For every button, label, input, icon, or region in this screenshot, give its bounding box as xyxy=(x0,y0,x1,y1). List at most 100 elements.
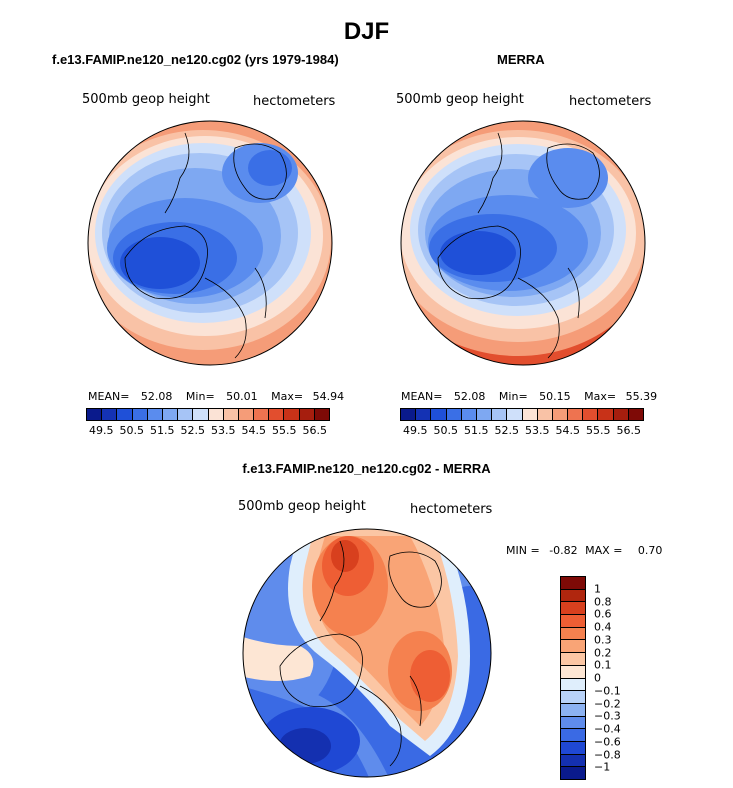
panel-2-colorbar-ticks: 49.5 50.5 51.5 52.5 53.5 54.5 55.5 56.5 xyxy=(400,424,644,438)
panel-2-colorbar-swatch xyxy=(613,409,629,420)
panel-2-colorbar-swatch xyxy=(507,409,523,420)
panel-1-colorbar-swatch xyxy=(117,409,133,420)
panel-2-colorbar-swatch xyxy=(476,409,493,420)
panel-3-colorbar-swatch xyxy=(561,627,585,641)
panel-3-colorbar xyxy=(560,576,586,780)
panel-3-max-label: MAX = xyxy=(585,544,623,557)
panel-1-colorbar-tick-label: 55.5 xyxy=(272,424,297,437)
panel-2-colorbar-swatch xyxy=(628,409,643,420)
panel-2-colorbar-swatch xyxy=(431,409,447,420)
panel-2-colorbar-swatch xyxy=(492,409,508,420)
panel-3-colorbar-swatch xyxy=(561,653,585,666)
panel-2-variable: 500mb geop height xyxy=(396,92,524,107)
panel-1-colorbar-tick-label: 50.5 xyxy=(119,424,145,437)
panel-1-colorbar xyxy=(86,408,330,421)
panel-2-title: MERRA xyxy=(497,52,545,67)
panel-1-colorbar-swatch xyxy=(147,409,163,420)
panel-2-colorbar-swatch xyxy=(401,409,417,420)
panel-3-max-value: 0.70 xyxy=(637,544,663,557)
panel-2-colorbar-swatch xyxy=(552,409,569,420)
panel-3-colorbar-swatch xyxy=(561,640,585,654)
panel-3-colorbar-swatch xyxy=(561,615,585,628)
panel-3-colorbar-tick-label: −1 xyxy=(594,760,611,774)
panel-1-polar-map xyxy=(87,120,333,366)
panel-1-units: hectometers xyxy=(253,94,336,109)
panel-2-colorbar-tick-label: 53.5 xyxy=(525,424,550,437)
panel-1-colorbar-tick-label: 51.5 xyxy=(150,424,175,437)
panel-3-colorbar-swatch xyxy=(561,577,585,590)
panel-1-colorbar-swatch xyxy=(102,409,118,420)
panel-2-colorbar xyxy=(400,408,644,421)
panel-3-colorbar-swatch xyxy=(561,678,585,692)
panel-3-colorbar-swatch xyxy=(561,703,585,717)
panel-3-colorbar-swatch xyxy=(561,602,585,616)
panel-2-colorbar-swatch xyxy=(537,409,553,420)
panel-2-colorbar-swatch xyxy=(446,409,462,420)
panel-3-min-label: MIN = xyxy=(506,544,540,557)
panel-3-colorbar-swatch xyxy=(561,767,585,779)
panel-1-colorbar-swatch xyxy=(284,409,300,420)
panel-1-colorbar-tick-label: 52.5 xyxy=(180,424,206,437)
panel-2-colorbar-swatch xyxy=(598,409,614,420)
panel-3-colorbar-swatch xyxy=(561,741,585,755)
panel-3-colorbar-tick-label: 0.4 xyxy=(594,620,612,634)
panel-3-colorbar-swatch xyxy=(561,665,585,679)
panel-3-colorbar-tick-label: 0.1 xyxy=(594,658,612,672)
panel-2-min-value: 50.15 xyxy=(539,390,571,403)
panel-3-colorbar-swatch xyxy=(561,691,585,704)
panel-3-colorbar-ticks: 1 0.8 0.6 0.4 0.3 0.2 0.1 0 −0.1 −0.2 −0.3 −0.4 −0.6… xyxy=(594,576,634,780)
panel-2-colorbar-tick-label: 49.5 xyxy=(403,424,428,437)
panel-2-max-label: Max= xyxy=(584,390,617,403)
panel-1-colorbar-swatch xyxy=(87,409,103,420)
panel-1-min-value: 50.01 xyxy=(226,390,258,403)
panel-3-colorbar-tick-label: −0.4 xyxy=(594,722,621,736)
panel-3-colorbar-tick-label: 0.2 xyxy=(594,646,612,659)
panel-2-min-label: Min= xyxy=(498,390,528,403)
panel-1-max-value: 54.94 xyxy=(312,390,345,403)
panel-3-colorbar-tick-label: 0.3 xyxy=(594,633,612,647)
panel-3-colorbar-tick-label: −0.8 xyxy=(594,748,621,761)
panel-3-colorbar-tick-label: −0.3 xyxy=(594,709,621,723)
panel-3-colorbar-swatch xyxy=(561,589,585,603)
panel-3-min-value: -0.82 xyxy=(549,544,578,557)
panel-1-colorbar-swatch xyxy=(314,409,329,420)
panel-3-colorbar-swatch xyxy=(561,754,585,768)
panel-1-title: f.e13.FAMIP.ne120_ne120.cg02 (yrs 1979-1… xyxy=(52,52,339,67)
panel-2-colorbar-tick-label: 52.5 xyxy=(494,424,520,437)
panel-3-colorbar-tick-label: −0.1 xyxy=(594,684,621,698)
panel-3-colorbar-tick-label: 0.8 xyxy=(594,595,612,608)
panel-1-colorbar-ticks: 49.5 50.5 51.5 52.5 53.5 54.5 55.5 56.5 xyxy=(86,424,330,438)
panel-1-max-label: Max= xyxy=(271,390,304,403)
panel-1-colorbar-swatch xyxy=(223,409,239,420)
panel-2-colorbar-tick-label: 54.5 xyxy=(555,424,581,437)
panel-1-colorbar-swatch xyxy=(254,409,270,420)
panel-2-colorbar-swatch xyxy=(522,409,538,420)
figure-title: DJF xyxy=(343,18,390,45)
panel-1-mean-value: 52.08 xyxy=(140,390,173,403)
panel-3-units: hectometers xyxy=(410,502,493,517)
panel-3-colorbar-tick-label: −0.6 xyxy=(594,735,621,749)
panel-2-colorbar-swatch xyxy=(583,409,599,420)
panel-2-mean-value: 52.08 xyxy=(453,390,486,403)
panel-1-colorbar-swatch xyxy=(299,409,315,420)
panel-3-colorbar-tick-label: −0.2 xyxy=(594,697,621,710)
panel-1-colorbar-swatch xyxy=(178,409,194,420)
panel-2-colorbar-tick-label: 51.5 xyxy=(464,424,489,437)
panel-2-stats: MEAN= 52.08 Min= 50.15 Max= 55.39 xyxy=(401,390,657,403)
panel-2-units: hectometers xyxy=(569,94,652,109)
panel-3-colorbar-tick-label: 0.6 xyxy=(594,607,612,621)
panel-1-colorbar-swatch xyxy=(193,409,209,420)
panel-1-colorbar-tick-label: 54.5 xyxy=(241,424,267,437)
panel-1-colorbar-tick-label: 53.5 xyxy=(211,424,236,437)
panel-3-stats: MIN = -0.82 MAX = 0.70 xyxy=(506,544,662,557)
panel-2-colorbar-swatch xyxy=(461,409,477,420)
panel-2-colorbar-tick-label: 50.5 xyxy=(433,424,459,437)
panel-2-mean-label: MEAN= xyxy=(401,390,443,403)
panel-2-max-value: 55.39 xyxy=(625,390,658,403)
panel-2-colorbar-swatch xyxy=(416,409,432,420)
panel-3-colorbar-swatch xyxy=(561,716,585,730)
panel-1-colorbar-tick-label: 49.5 xyxy=(89,424,114,437)
panel-3-title: f.e13.FAMIP.ne120_ne120.cg02 - MERRA xyxy=(242,461,491,476)
panel-3-colorbar-tick-label: 1 xyxy=(594,582,601,596)
panel-1-colorbar-tick-label: 56.5 xyxy=(302,424,328,437)
